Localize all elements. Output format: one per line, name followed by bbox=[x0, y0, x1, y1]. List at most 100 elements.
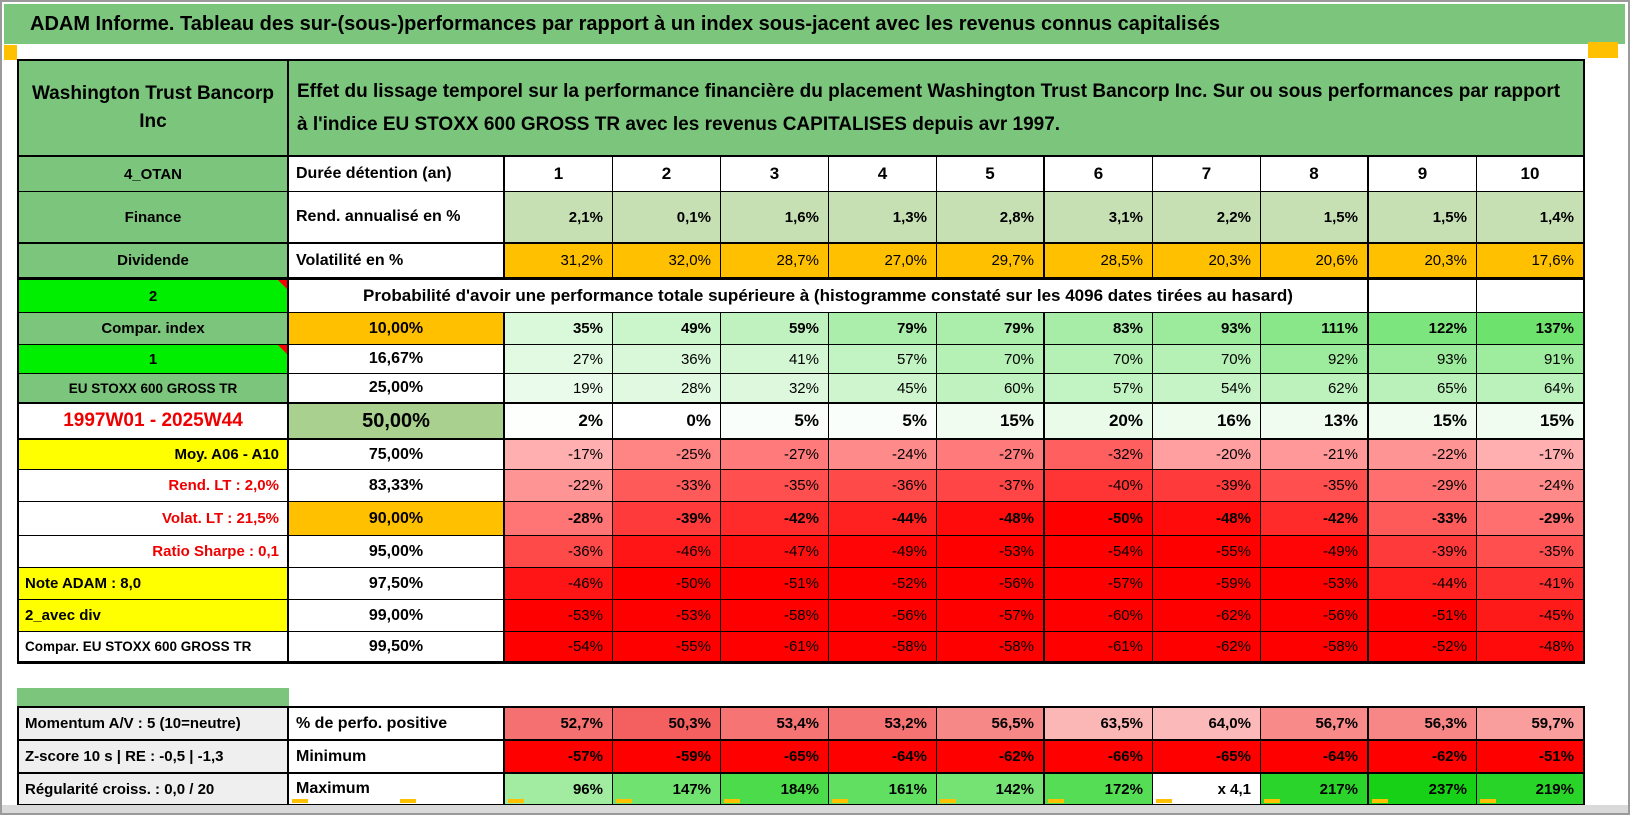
data-cell-p99-y8[interactable]: -56% bbox=[1261, 600, 1369, 632]
data-cell-p995-y9[interactable]: -52% bbox=[1369, 632, 1477, 664]
data-cell-p995-y8[interactable]: -58% bbox=[1261, 632, 1369, 664]
data-cell-momentum-y3[interactable]: 53,4% bbox=[721, 706, 829, 741]
data-cell-momentum-y8[interactable]: 56,7% bbox=[1261, 706, 1369, 741]
data-cell-p50-y4[interactable]: 5% bbox=[829, 404, 937, 440]
data-cell-p10-y4[interactable]: 79% bbox=[829, 313, 937, 345]
data-cell-p95-y8[interactable]: -49% bbox=[1261, 536, 1369, 568]
data-cell-p50-y8[interactable]: 13% bbox=[1261, 404, 1369, 440]
data-cell-otan-y7[interactable]: 7 bbox=[1153, 157, 1261, 192]
data-cell-p95-y3[interactable]: -47% bbox=[721, 536, 829, 568]
data-cell-p75-y3[interactable]: -27% bbox=[721, 440, 829, 470]
data-cell-p99-y3[interactable]: -58% bbox=[721, 600, 829, 632]
row-label-p50[interactable]: 1997W01 - 2025W44 bbox=[17, 404, 289, 440]
data-cell-p16-y10[interactable]: 91% bbox=[1477, 345, 1585, 374]
row-sublabel-regularite[interactable]: Maximum bbox=[289, 774, 505, 807]
row-sublabel-p99[interactable]: 99,00% bbox=[289, 600, 505, 632]
row-sublabel-dividende[interactable]: Volatilité en % bbox=[289, 244, 505, 280]
data-cell-p83-y6[interactable]: -40% bbox=[1045, 470, 1153, 502]
data-cell-finance-y3[interactable]: 1,6% bbox=[721, 192, 829, 244]
row-label-regularite[interactable]: Régularité croiss. : 0,0 / 20 bbox=[17, 774, 289, 807]
company-name-cell[interactable]: Washington Trust Bancorp Inc bbox=[17, 61, 289, 157]
data-cell-p995-y1[interactable]: -54% bbox=[505, 632, 613, 664]
data-cell-p25-y9[interactable]: 65% bbox=[1369, 374, 1477, 404]
data-cell-p50-y7[interactable]: 16% bbox=[1153, 404, 1261, 440]
data-cell-dividende-y9[interactable]: 20,3% bbox=[1369, 244, 1477, 280]
data-cell-p50-y9[interactable]: 15% bbox=[1369, 404, 1477, 440]
data-cell-dividende-y8[interactable]: 20,6% bbox=[1261, 244, 1369, 280]
row-sublabel-p975[interactable]: 97,50% bbox=[289, 568, 505, 600]
data-cell-otan-y8[interactable]: 8 bbox=[1261, 157, 1369, 192]
data-cell-p90-y2[interactable]: -39% bbox=[613, 502, 721, 536]
data-cell-finance-y5[interactable]: 2,8% bbox=[937, 192, 1045, 244]
data-cell-p83-y1[interactable]: -22% bbox=[505, 470, 613, 502]
row-label-finance[interactable]: Finance bbox=[17, 192, 289, 244]
row-label-otan[interactable]: 4_OTAN bbox=[17, 157, 289, 192]
data-cell-p16-y5[interactable]: 70% bbox=[937, 345, 1045, 374]
data-cell-p90-y6[interactable]: -50% bbox=[1045, 502, 1153, 536]
data-cell-p25-y5[interactable]: 60% bbox=[937, 374, 1045, 404]
data-cell-p975-y2[interactable]: -50% bbox=[613, 568, 721, 600]
data-cell-p25-y1[interactable]: 19% bbox=[505, 374, 613, 404]
data-cell-zscore-y6[interactable]: -66% bbox=[1045, 741, 1153, 774]
row-sublabel-p995[interactable]: 99,50% bbox=[289, 632, 505, 664]
data-cell-dividende-y7[interactable]: 20,3% bbox=[1153, 244, 1261, 280]
data-cell-p75-y2[interactable]: -25% bbox=[613, 440, 721, 470]
data-cell-p25-y10[interactable]: 64% bbox=[1477, 374, 1585, 404]
data-cell-p75-y6[interactable]: -32% bbox=[1045, 440, 1153, 470]
data-cell-otan-y3[interactable]: 3 bbox=[721, 157, 829, 192]
data-cell-dividende-y2[interactable]: 32,0% bbox=[613, 244, 721, 280]
data-cell-p995-y3[interactable]: -61% bbox=[721, 632, 829, 664]
data-cell-p83-y9[interactable]: -29% bbox=[1369, 470, 1477, 502]
data-cell-otan-y10[interactable]: 10 bbox=[1477, 157, 1585, 192]
data-cell-p99-y10[interactable]: -45% bbox=[1477, 600, 1585, 632]
row-label-p10[interactable]: Compar. index bbox=[17, 313, 289, 345]
data-cell-momentum-y10[interactable]: 59,7% bbox=[1477, 706, 1585, 741]
data-cell-p90-y8[interactable]: -42% bbox=[1261, 502, 1369, 536]
data-cell-otan-y1[interactable]: 1 bbox=[505, 157, 613, 192]
data-cell-p95-y2[interactable]: -46% bbox=[613, 536, 721, 568]
data-cell-p10-y3[interactable]: 59% bbox=[721, 313, 829, 345]
data-cell-finance-y9[interactable]: 1,5% bbox=[1369, 192, 1477, 244]
data-cell-p75-y10[interactable]: -17% bbox=[1477, 440, 1585, 470]
row-label-momentum[interactable]: Momentum A/V : 5 (10=neutre) bbox=[17, 706, 289, 741]
data-cell-dividende-y5[interactable]: 29,7% bbox=[937, 244, 1045, 280]
data-cell-p83-y2[interactable]: -33% bbox=[613, 470, 721, 502]
row-sublabel-p95[interactable]: 95,00% bbox=[289, 536, 505, 568]
data-cell-p95-y6[interactable]: -54% bbox=[1045, 536, 1153, 568]
row-sublabel-p25[interactable]: 25,00% bbox=[289, 374, 505, 404]
data-cell-p975-y1[interactable]: -46% bbox=[505, 568, 613, 600]
data-cell-p95-y10[interactable]: -35% bbox=[1477, 536, 1585, 568]
data-cell-p50-y3[interactable]: 5% bbox=[721, 404, 829, 440]
row-label-p90[interactable]: Volat. LT : 21,5% bbox=[17, 502, 289, 536]
data-cell-momentum-y6[interactable]: 63,5% bbox=[1045, 706, 1153, 741]
data-cell-dividende-y4[interactable]: 27,0% bbox=[829, 244, 937, 280]
data-cell-p25-y6[interactable]: 57% bbox=[1045, 374, 1153, 404]
row-sublabel-p16[interactable]: 16,67% bbox=[289, 345, 505, 374]
data-cell-p95-y1[interactable]: -36% bbox=[505, 536, 613, 568]
data-cell-otan-y5[interactable]: 5 bbox=[937, 157, 1045, 192]
data-cell-p25-y3[interactable]: 32% bbox=[721, 374, 829, 404]
data-cell-p50-y10[interactable]: 15% bbox=[1477, 404, 1585, 440]
data-cell-p16-y8[interactable]: 92% bbox=[1261, 345, 1369, 374]
row-label-p99[interactable]: 2_avec div bbox=[17, 600, 289, 632]
data-cell-p95-y9[interactable]: -39% bbox=[1369, 536, 1477, 568]
data-cell-p99-y9[interactable]: -51% bbox=[1369, 600, 1477, 632]
sheet-title-cell[interactable]: ADAM Informe. Tableau des sur-(sous-)per… bbox=[4, 4, 1625, 44]
row-sublabel-p75[interactable]: 75,00% bbox=[289, 440, 505, 470]
data-cell-p50-y5[interactable]: 15% bbox=[937, 404, 1045, 440]
data-cell-p995-y10[interactable]: -48% bbox=[1477, 632, 1585, 664]
row-sublabel-otan[interactable]: Durée détention (an) bbox=[289, 157, 505, 192]
row-sublabel-p50[interactable]: 50,00% bbox=[289, 404, 505, 440]
data-cell-zscore-y1[interactable]: -57% bbox=[505, 741, 613, 774]
data-cell-finance-y2[interactable]: 0,1% bbox=[613, 192, 721, 244]
data-cell-p83-y3[interactable]: -35% bbox=[721, 470, 829, 502]
data-cell-finance-y8[interactable]: 1,5% bbox=[1261, 192, 1369, 244]
data-cell-zscore-y3[interactable]: -65% bbox=[721, 741, 829, 774]
data-cell-p99-y2[interactable]: -53% bbox=[613, 600, 721, 632]
description-cell[interactable]: Effet du lissage temporel sur la perform… bbox=[289, 61, 1585, 157]
row-sublabel-p10[interactable]: 10,00% bbox=[289, 313, 505, 345]
row-label-zscore[interactable]: Z-score 10 s | RE : -0,5 | -1,3 bbox=[17, 741, 289, 774]
data-cell-p995-y7[interactable]: -62% bbox=[1153, 632, 1261, 664]
data-cell-p90-y3[interactable]: -42% bbox=[721, 502, 829, 536]
data-cell-finance-y1[interactable]: 2,1% bbox=[505, 192, 613, 244]
